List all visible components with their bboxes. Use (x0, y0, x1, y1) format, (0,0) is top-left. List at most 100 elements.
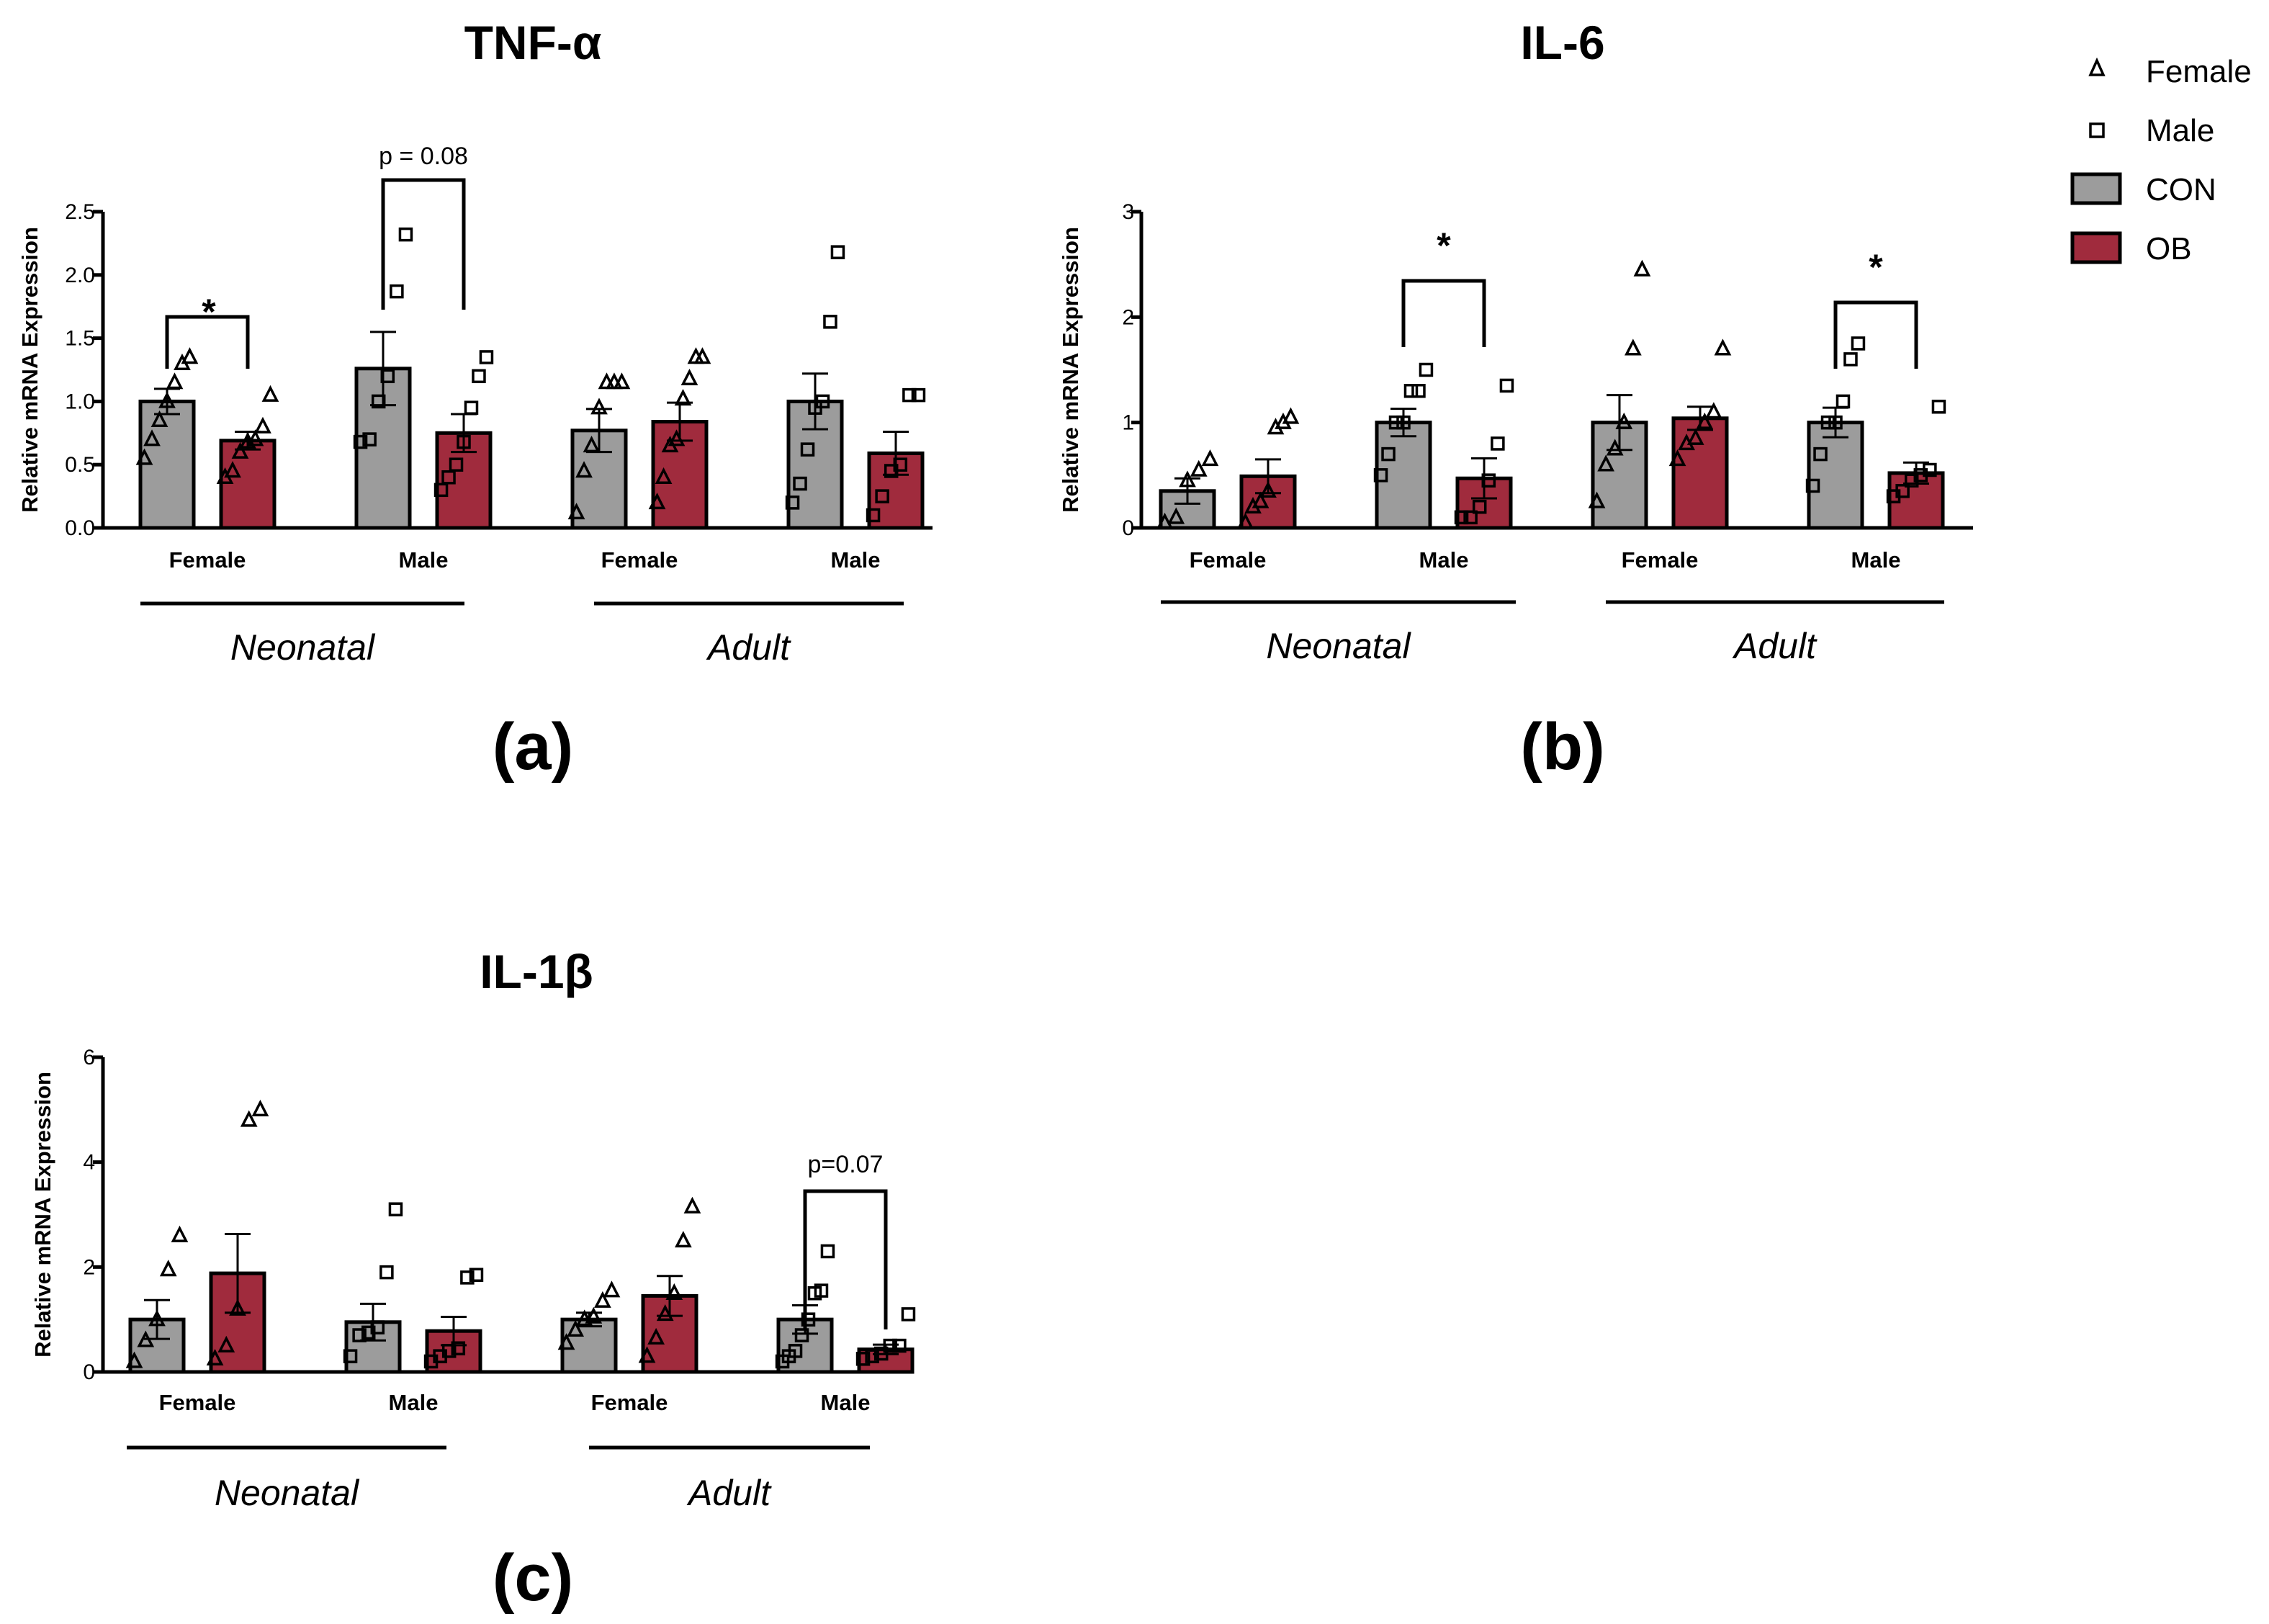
panel-a-title: TNF-α (464, 16, 602, 69)
data-point-male (1463, 510, 1478, 525)
data-point-male (873, 1346, 889, 1361)
data-point-female (166, 372, 184, 390)
data-point-male (353, 434, 368, 449)
panel-c-il-1beta: IL-1β (c) 0 2 4 6 Relative mRNA Expression Fe… (30, 945, 916, 1615)
data-point-male (892, 1338, 907, 1353)
y-tick-label: 1.5 (65, 327, 95, 351)
legend-item-male: Male (2089, 113, 2214, 148)
data-point-male (352, 1328, 367, 1342)
data-point-female (585, 1306, 603, 1324)
data-point-male (1499, 378, 1514, 393)
data-point-female (158, 391, 176, 408)
group-label: Male (831, 547, 881, 573)
data-point-female (1668, 449, 1686, 467)
data-point-male (472, 369, 486, 384)
legend-item-con: CON (2070, 172, 2216, 207)
data-point-male (441, 470, 456, 485)
data-point-female (261, 385, 279, 402)
significance-bracket (1833, 300, 1918, 369)
data-point-female (1705, 402, 1722, 419)
data-point-female (1597, 454, 1614, 472)
data-point-male (1813, 447, 1828, 462)
data-point-male (1481, 473, 1496, 488)
significance-bracket (803, 1189, 888, 1329)
legend-label-ob: OB (2146, 231, 2192, 266)
data-point-female (231, 441, 249, 459)
y-tick-label: 6 (83, 1046, 95, 1069)
data-point-female (125, 1351, 143, 1368)
data-point-female (254, 416, 271, 434)
data-point-female (1201, 449, 1219, 467)
data-point-male (1820, 415, 1836, 430)
data-point-male (911, 387, 926, 403)
data-point-female (135, 448, 153, 465)
data-point-female (1686, 428, 1704, 445)
data-point-female (655, 467, 673, 485)
data-point-male (1373, 468, 1388, 483)
data-point-male (451, 1341, 466, 1355)
data-point-male (390, 284, 404, 299)
y-tick-label: 2 (83, 1255, 95, 1279)
panel-a-label: (a) (493, 710, 573, 784)
y-tick-label: 1.0 (65, 390, 95, 413)
y-axis-label: Relative mRNA Expression (30, 1072, 55, 1358)
data-point-female (583, 436, 601, 453)
data-point-male (815, 394, 830, 409)
y-tick-label: 0 (1122, 516, 1134, 540)
age-group-label: Neonatal (1266, 626, 1411, 666)
group-label: Female (159, 1390, 236, 1415)
data-point-female (674, 389, 692, 406)
legend-label-con: CON (2146, 172, 2216, 207)
y-tick-label: 2 (1122, 305, 1134, 329)
data-point-male (814, 1283, 829, 1298)
data-point-female (1252, 491, 1270, 508)
data-point-male (379, 1265, 394, 1280)
triangle-open-icon (2088, 57, 2106, 76)
data-point-male (449, 457, 464, 472)
panel-b-title: IL-6 (1520, 16, 1604, 69)
data-point-male (1388, 415, 1403, 430)
data-point-male (343, 1349, 358, 1363)
data-point-female (224, 461, 241, 478)
data-point-male (469, 1268, 484, 1283)
data-point-male (479, 350, 494, 364)
legend-item-ob: OB (2070, 231, 2192, 266)
age-group-label: Adult (706, 627, 791, 668)
data-point-female (1606, 439, 1624, 456)
data-point-female (675, 1231, 692, 1248)
data-point-male (464, 400, 479, 415)
data-point-female (148, 1309, 166, 1327)
data-point-female (217, 1335, 235, 1352)
square-open-icon (2089, 122, 2105, 138)
data-point-male (1419, 362, 1434, 377)
data-point-male (1411, 384, 1426, 398)
data-point-male (371, 394, 386, 409)
data-point-male (433, 483, 449, 498)
data-point-male (1931, 399, 1946, 414)
y-tick-label: 3 (1122, 200, 1134, 224)
data-point-female (143, 429, 161, 447)
data-point-female (181, 347, 199, 364)
data-point-male (785, 495, 800, 510)
panel-c-title: IL-1β (480, 945, 593, 998)
data-point-female (1190, 459, 1208, 477)
significance-bracket (165, 315, 250, 369)
data-point-male (1381, 447, 1396, 462)
y-tick-label: 0.0 (65, 516, 95, 540)
significance-star: * (1437, 225, 1451, 266)
data-point-female (251, 1100, 269, 1117)
data-point-male (855, 1352, 871, 1366)
panel-c-label: (c) (493, 1541, 573, 1615)
data-point-female (557, 1333, 575, 1350)
data-point-female (1179, 470, 1196, 488)
data-point-male (1851, 336, 1866, 351)
data-point-female (656, 1304, 674, 1322)
data-point-female (680, 368, 698, 386)
age-group-label: Neonatal (230, 627, 376, 668)
bar-ob (219, 439, 277, 530)
data-point-female (1156, 512, 1174, 529)
group-label: Male (1851, 547, 1901, 573)
p-value-label: p = 0.08 (379, 143, 468, 170)
data-point-female (1633, 259, 1651, 277)
data-point-male (901, 1307, 916, 1322)
